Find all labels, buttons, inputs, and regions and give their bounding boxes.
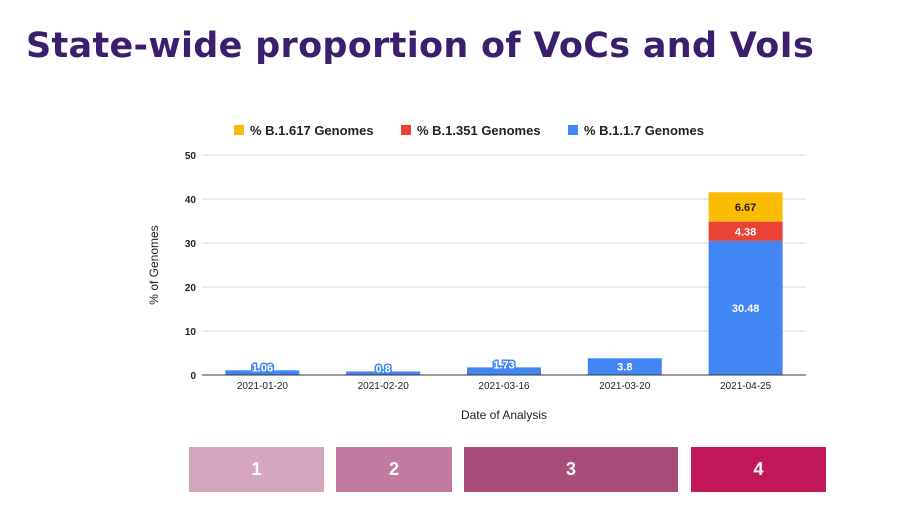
x-tick-label: 2021-04-25 [720,381,772,392]
data-label: 0.8 [376,363,391,375]
slide-title: State-wide proportion of VoCs and VoIs [26,26,815,66]
y-tick-label: 10 [185,327,197,338]
y-tick-label: 30 [185,239,197,250]
step-box-3: 3 [464,447,678,492]
bar-segment [708,192,783,222]
data-label: 30.48 [732,303,760,315]
y-tick-label: 50 [185,151,197,162]
y-tick-label: 0 [190,371,196,382]
x-tick-label: 2021-03-20 [599,381,651,392]
step-box-label: 2 [388,459,399,479]
y-tick-label: 40 [185,195,197,206]
legend-label: % B.1.351 Genomes [417,123,541,138]
data-label: 1.06 [252,362,273,374]
data-label: 3.8 [617,362,632,374]
bar-segment [708,221,783,241]
stacked-bar-chart: 0 10 20 30 40 50 % of Genomes 1.06 2021-01-20 0.8… [147,123,806,422]
legend-swatch [401,125,411,135]
step-box-label: 4 [753,459,764,479]
step-box-4: 4 [691,447,826,492]
data-label: 6.67 [735,202,756,214]
step-box-1: 1 [189,447,324,492]
y-tick-label: 20 [185,283,197,294]
step-box-label: 1 [251,459,262,479]
bar-segment [708,240,783,375]
step-box-label: 3 [565,459,576,479]
legend-label: % B.1.617 Genomes [250,123,374,138]
legend-swatch [568,125,578,135]
x-axis-label: Date of Analysis [461,408,547,422]
legend-label: % B.1.1.7 Genomes [584,123,704,138]
x-tick-label: 2021-01-20 [237,381,289,392]
x-tick-label: 2021-02-20 [358,381,410,392]
legend-swatch [234,125,244,135]
y-axis-label: % of Genomes [147,225,161,304]
bar-segment [225,370,300,375]
bar-segment [587,358,662,375]
data-label: 4.38 [735,226,756,238]
x-tick-label: 2021-03-16 [478,381,530,392]
bar-segment [346,371,421,375]
data-label: 1.73 [493,359,514,371]
step-box-2: 2 [336,447,452,492]
bar-segment [467,367,541,375]
